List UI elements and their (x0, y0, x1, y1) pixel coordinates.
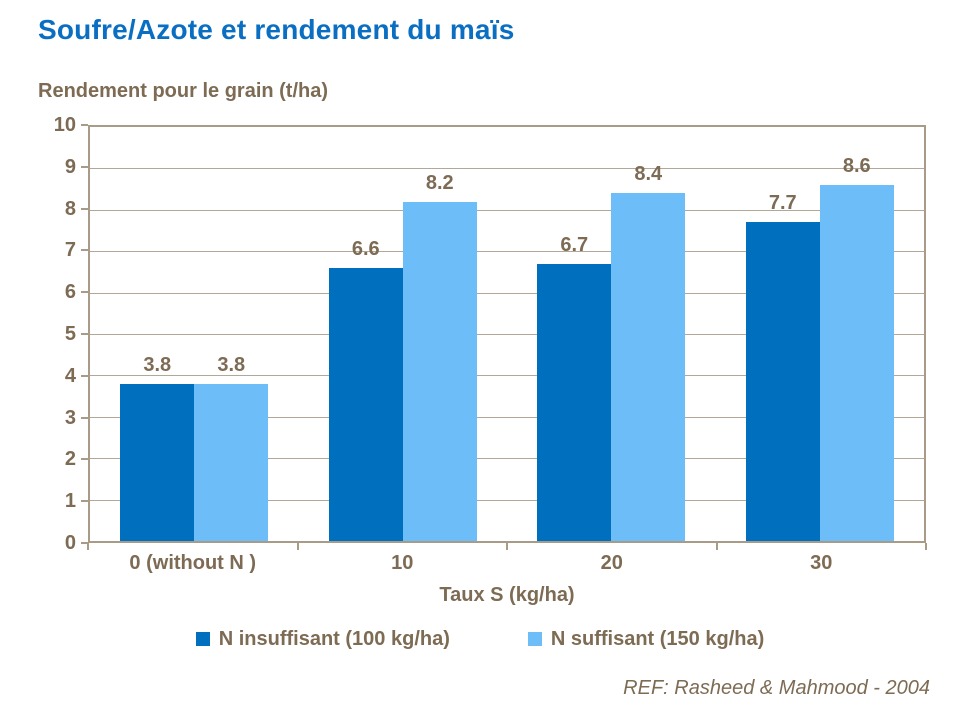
x-tick (296, 543, 299, 550)
y-tick-label: 9 (64, 155, 76, 178)
legend-label: N suffisant (150 kg/ha) (550, 627, 765, 650)
bar-series-container: 3.8 3.8 6.6 8.2 6.7 8.4 7.7 8.6 (90, 127, 924, 541)
bar-group-2: 6.6 8.2 (299, 127, 508, 541)
bar-value-label: 6.7 (560, 233, 589, 256)
x-category-label-2: 10 (391, 552, 414, 574)
y-tick (81, 249, 88, 252)
legend-item-2: N suffisant (150 kg/ha) (527, 627, 765, 651)
grid-line (90, 416, 924, 418)
y-tick (81, 458, 88, 461)
x-axis-ticks (87, 543, 927, 551)
y-tick-label: 10 (53, 114, 76, 136)
plot-area: 3.8 3.8 6.6 8.2 6.7 8.4 7.7 8.6 (88, 125, 926, 543)
y-tick (81, 291, 88, 294)
bar-series1-cat1: 3.8 (120, 354, 195, 541)
x-tick (87, 543, 89, 550)
y-tick-label: 0 (64, 532, 76, 554)
x-axis-labels: 0 (without N ) 10 20 30 (88, 552, 926, 575)
legend-item-1: N insuffisant (100 kg/ha) (195, 627, 450, 651)
legend-swatch-icon (195, 632, 210, 646)
legend-swatch-icon (527, 632, 542, 646)
grid-line (90, 334, 924, 335)
y-axis-title: Rendement pour le grain (t/ha) (38, 80, 329, 102)
x-axis-title: Taux S (kg/ha) (439, 584, 575, 606)
bar-value-label: 8.6 (842, 154, 871, 177)
y-tick-label: 1 (64, 490, 76, 513)
y-tick (81, 542, 88, 544)
y-tick (81, 416, 88, 419)
x-tick (506, 543, 508, 550)
x-category-label-1: 0 (without N ) (129, 552, 257, 574)
bar-series2-cat1: 3.8 (194, 354, 269, 541)
y-tick-label: 4 (64, 364, 76, 387)
y-tick (81, 165, 88, 168)
bar-value-label: 6.6 (351, 237, 380, 260)
y-tick-label: 5 (64, 323, 76, 345)
y-tick (81, 207, 88, 210)
grid-line (90, 375, 924, 377)
bar-value-label: 8.2 (425, 171, 454, 194)
grid-line (90, 209, 924, 211)
bar-series1-cat3: 6.7 (537, 234, 612, 541)
grid-line (90, 458, 924, 460)
bar-value-label: 8.4 (634, 163, 663, 186)
x-category-label-4: 30 (810, 552, 833, 574)
y-axis: 0 1 2 3 4 5 6 7 8 9 10 (0, 114, 88, 554)
grid-line (90, 499, 924, 501)
bar-group-3: 6.7 8.4 (507, 127, 716, 541)
bar-value-label: 7.7 (768, 192, 797, 215)
bar-series2-cat3: 8.4 (611, 163, 686, 541)
bar-value-label: 3.8 (217, 353, 246, 376)
bar-series1-cat2: 6.6 (328, 238, 403, 541)
y-tick (81, 124, 88, 126)
y-tick-label: 7 (64, 239, 76, 262)
bar-group-4: 7.7 8.6 (716, 127, 925, 541)
legend-label: N insuffisant (100 kg/ha) (218, 627, 450, 650)
x-tick (715, 543, 718, 550)
bar-series2-cat4: 8.6 (819, 155, 894, 541)
page-title: Soufre/Azote et rendement du maïs (38, 14, 515, 45)
grid-line (90, 251, 924, 253)
x-tick (925, 543, 927, 550)
bar-group-1: 3.8 3.8 (90, 127, 299, 541)
y-tick (81, 374, 88, 377)
grid-line (90, 168, 924, 170)
bar-value-label: 3.8 (143, 353, 172, 376)
y-tick-label: 6 (64, 281, 76, 304)
grid-line (90, 292, 924, 294)
y-tick-label: 3 (64, 406, 76, 429)
reference-text: REF: Rasheed & Mahmood - 2004 (623, 677, 930, 699)
y-tick-label: 2 (64, 448, 76, 471)
bar-series2-cat2: 8.2 (402, 172, 477, 541)
y-tick-label: 8 (64, 197, 76, 220)
bar-series1-cat4: 7.7 (745, 192, 820, 541)
y-tick (81, 333, 88, 335)
x-category-label-3: 20 (600, 552, 623, 574)
y-tick (81, 500, 88, 503)
legend: N insuffisant (100 kg/ha) N suffisant (15… (0, 624, 960, 654)
